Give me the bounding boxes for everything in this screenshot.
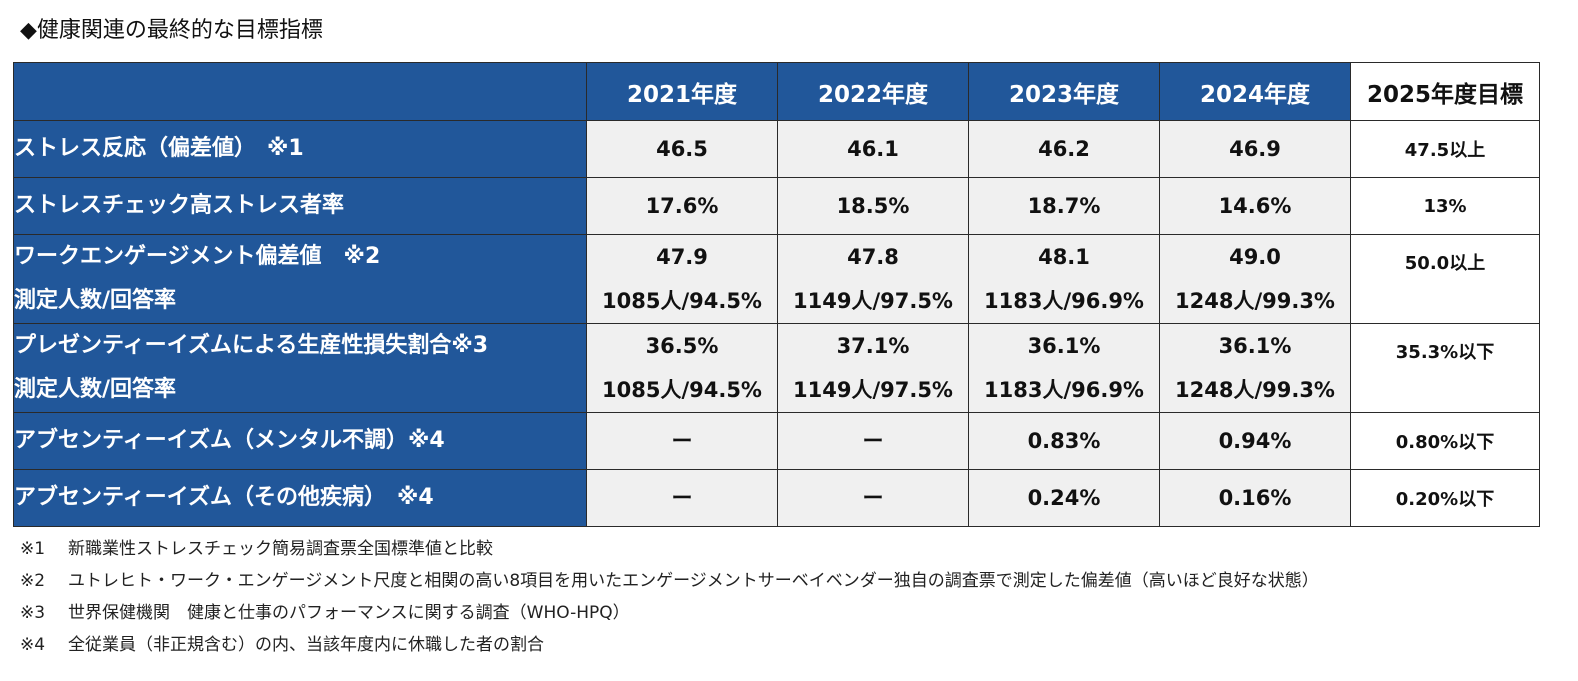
row-label-stress-response: ストレス反応（偏差値） ※1 bbox=[13, 120, 587, 178]
footnote-3: ※3 世界保健機関 健康と仕事のパフォーマンスに関する調査（WHO-HPQ） bbox=[20, 597, 1319, 629]
target-cell: 50.0以上 bbox=[1350, 234, 1540, 324]
value-cell: ー bbox=[586, 412, 778, 470]
row-label-presenteeism: プレゼンティーイズムによる生産性損失割合※3 測定人数/回答率 bbox=[13, 323, 587, 413]
table-row: ストレスチェック高ストレス者率 17.6% 18.5% 18.7% 14.6% … bbox=[13, 177, 1540, 235]
footnote-mark: ※3 bbox=[20, 603, 46, 623]
value-cell: ー bbox=[777, 412, 969, 470]
row-label-absenteeism-other: アブセンティーイズム（その他疾病） ※4 bbox=[13, 469, 587, 527]
table-row: アブセンティーイズム（その他疾病） ※4 ー ー 0.24% 0.16% 0.2… bbox=[13, 469, 1540, 527]
value-cell: 14.6% bbox=[1159, 177, 1351, 235]
value-cell: 18.5% bbox=[777, 177, 969, 235]
value-cell: 37.1% 1149人/97.5% bbox=[777, 323, 969, 413]
target-cell: 13% bbox=[1350, 177, 1540, 235]
target-cell: 0.80%以下 bbox=[1350, 412, 1540, 470]
value-cell: ー bbox=[586, 469, 778, 527]
value-cell: 46.1 bbox=[777, 120, 969, 178]
value-cell: 0.83% bbox=[968, 412, 1160, 470]
row-label-absenteeism-mental: アブセンティーイズム（メンタル不調）※4 bbox=[13, 412, 587, 470]
footnote-mark: ※1 bbox=[20, 539, 46, 559]
table-row: ストレス反応（偏差値） ※1 46.5 46.1 46.2 46.9 47.5以… bbox=[13, 120, 1540, 178]
value-cell: 36.1% 1248人/99.3% bbox=[1159, 323, 1351, 413]
footnote-1: ※1 新職業性ストレスチェック簡易調査票全国標準値と比較 bbox=[20, 533, 1319, 565]
value-cell: 0.24% bbox=[968, 469, 1160, 527]
header-corner-cell bbox=[13, 62, 587, 121]
value-cell: 0.94% bbox=[1159, 412, 1351, 470]
value-cell: 49.0 1248人/99.3% bbox=[1159, 234, 1351, 324]
value-cell: 18.7% bbox=[968, 177, 1160, 235]
health-metrics-table: 2021年度 2022年度 2023年度 2024年度 2025年度目標 ストレ… bbox=[13, 62, 1540, 527]
value-cell: 48.1 1183人/96.9% bbox=[968, 234, 1160, 324]
table-row: プレゼンティーイズムによる生産性損失割合※3 測定人数/回答率 36.5% 10… bbox=[13, 323, 1540, 413]
target-cell: 35.3%以下 bbox=[1350, 323, 1540, 413]
table-row: アブセンティーイズム（メンタル不調）※4 ー ー 0.83% 0.94% 0.8… bbox=[13, 412, 1540, 470]
table-row: ワークエンゲージメント偏差値 ※2 測定人数/回答率 47.9 1085人/94… bbox=[13, 234, 1540, 324]
value-cell: ー bbox=[777, 469, 969, 527]
value-cell: 36.5% 1085人/94.5% bbox=[586, 323, 778, 413]
row-label-work-engagement: ワークエンゲージメント偏差値 ※2 測定人数/回答率 bbox=[13, 234, 587, 324]
footnote-text: 新職業性ストレスチェック簡易調査票全国標準値と比較 bbox=[68, 539, 493, 559]
value-cell: 17.6% bbox=[586, 177, 778, 235]
footnote-2: ※2 ユトレヒト・ワーク・エンゲージメント尺度と相関の高い8項目を用いたエンゲージ… bbox=[20, 565, 1319, 597]
target-cell: 47.5以上 bbox=[1350, 120, 1540, 178]
value-cell: 46.2 bbox=[968, 120, 1160, 178]
value-cell: 47.8 1149人/97.5% bbox=[777, 234, 969, 324]
target-cell: 0.20%以下 bbox=[1350, 469, 1540, 527]
footnote-mark: ※2 bbox=[20, 571, 46, 591]
page-title: ◆健康関連の最終的な目標指標 bbox=[20, 18, 323, 43]
footnote-4: ※4 全従業員（非正規含む）の内、当該年度内に休職した者の割合 bbox=[20, 629, 1319, 661]
value-cell: 36.1% 1183人/96.9% bbox=[968, 323, 1160, 413]
value-cell: 0.16% bbox=[1159, 469, 1351, 527]
footnote-mark: ※4 bbox=[20, 635, 46, 655]
footnotes: ※1 新職業性ストレスチェック簡易調査票全国標準値と比較 ※2 ユトレヒト・ワーク・… bbox=[20, 533, 1319, 661]
header-year-2022: 2022年度 bbox=[777, 62, 969, 121]
footnote-text: 全従業員（非正規含む）の内、当該年度内に休職した者の割合 bbox=[68, 635, 544, 655]
table-header-row: 2021年度 2022年度 2023年度 2024年度 2025年度目標 bbox=[13, 62, 1540, 121]
value-cell: 47.9 1085人/94.5% bbox=[586, 234, 778, 324]
value-cell: 46.5 bbox=[586, 120, 778, 178]
value-cell: 46.9 bbox=[1159, 120, 1351, 178]
footnote-text: ユトレヒト・ワーク・エンゲージメント尺度と相関の高い8項目を用いたエンゲージメン… bbox=[68, 571, 1319, 591]
row-label-high-stress-rate: ストレスチェック高ストレス者率 bbox=[13, 177, 587, 235]
header-year-2024: 2024年度 bbox=[1159, 62, 1351, 121]
footnote-text: 世界保健機関 健康と仕事のパフォーマンスに関する調査（WHO-HPQ） bbox=[68, 603, 630, 623]
header-year-2021: 2021年度 bbox=[586, 62, 778, 121]
header-target-2025: 2025年度目標 bbox=[1350, 62, 1540, 121]
header-year-2023: 2023年度 bbox=[968, 62, 1160, 121]
